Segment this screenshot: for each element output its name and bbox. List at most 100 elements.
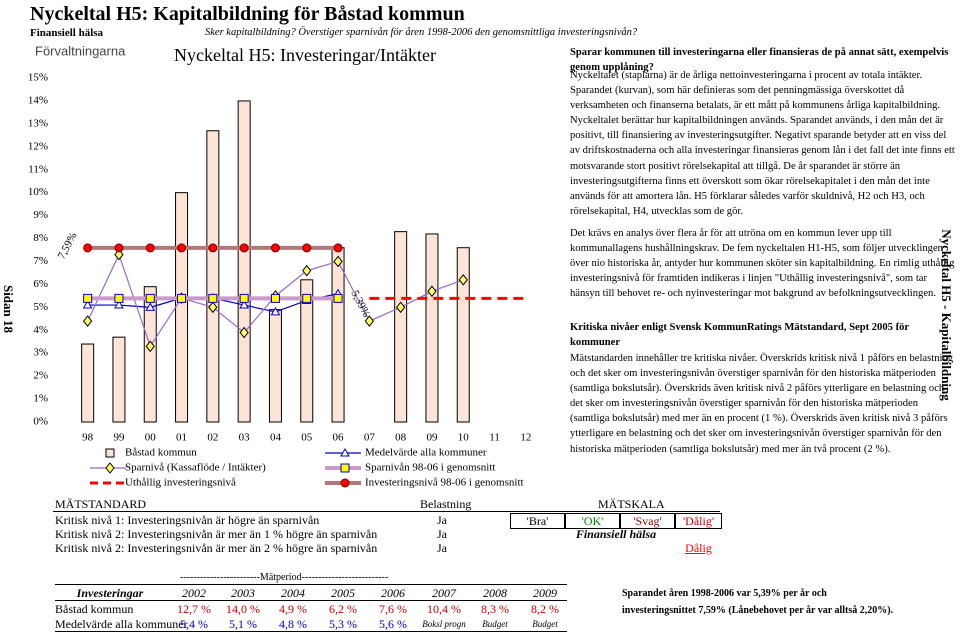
rule (55, 631, 567, 632)
marker (458, 274, 468, 286)
marker (333, 255, 343, 268)
marker (302, 293, 312, 303)
marker (114, 293, 124, 303)
cell: 5,4 % (180, 617, 208, 631)
cell: Båstad kommun (55, 602, 134, 616)
scale-cell: 'Dålig' (675, 513, 722, 529)
column-header: 2007 (432, 586, 456, 600)
y-tick-label: 5% (33, 301, 48, 313)
y-tick-label: 4% (33, 324, 48, 336)
y-tick-label: 10% (28, 186, 48, 198)
y-tick-label: 7% (33, 255, 48, 267)
load: Ja (437, 527, 447, 541)
x-tick-label: 07 (364, 432, 376, 444)
column-header: Investeringar (76, 586, 144, 600)
marker (302, 243, 312, 253)
marker (208, 243, 218, 253)
bar (394, 231, 408, 423)
x-tick-label: 10 (458, 432, 470, 444)
x-tick-label: 04 (270, 432, 282, 444)
x-tick-label: 08 (395, 432, 407, 444)
cell: Medelvärde alla kommuner (55, 617, 188, 631)
marker (364, 315, 374, 327)
marker (114, 248, 124, 261)
scale-cell: 'OK' (565, 513, 620, 529)
table-header: MÄTSTANDARD (55, 497, 147, 511)
y-tick-label: 1% (33, 393, 48, 405)
marker (83, 243, 93, 253)
x-tick-label: 99 (113, 432, 125, 444)
x-tick-label: 09 (426, 432, 438, 444)
marker (114, 300, 124, 309)
bar (456, 247, 470, 423)
scale-cell: 'Svag' (620, 513, 675, 529)
x-tick-label: 00 (145, 432, 157, 444)
y-tick-label: 12% (28, 140, 48, 152)
table-header: MÄTSKALA (598, 497, 665, 511)
marker (239, 293, 249, 303)
cell: 5,3 % (329, 617, 357, 631)
marker (333, 293, 343, 303)
cell: Budget (482, 619, 508, 629)
marker (340, 447, 350, 457)
page-number: Sidan 18 (1, 284, 17, 334)
y-tick-label: 3% (33, 347, 48, 359)
legend-label: Investeringsnivå 98-06 i genomsnitt (365, 477, 524, 489)
cell: 12,7 % (177, 602, 211, 616)
note: investeringsnittet 7,59% (Lånebehovet pe… (622, 605, 894, 616)
legend-label: Medelvärde alla kommuner (365, 447, 487, 459)
bar (143, 286, 157, 423)
marker (333, 243, 343, 253)
marker (208, 293, 218, 303)
column-header: 2003 (231, 586, 255, 600)
cell: Boksl progn (422, 619, 466, 629)
bar (331, 247, 345, 423)
marker (396, 301, 406, 314)
marker (270, 243, 280, 253)
marker (177, 243, 187, 253)
x-tick-label: 12 (520, 432, 531, 444)
marker (83, 315, 93, 327)
marker (177, 293, 187, 303)
rule (55, 584, 567, 585)
cell: 8,3 % (481, 602, 509, 616)
marker (145, 302, 156, 311)
legend-swatch (105, 448, 115, 458)
x-tick-label: 03 (239, 432, 251, 444)
column-header: 2008 (483, 586, 507, 600)
y-tick-label: 14% (28, 94, 48, 106)
paragraph: Det krävs en analys över flera år för at… (570, 228, 955, 300)
marker (145, 340, 155, 353)
rule (55, 600, 567, 601)
result: Dålig (685, 541, 712, 555)
y-tick-label: 15% (28, 72, 48, 84)
cell: 4,9 % (279, 602, 307, 616)
y-tick-label: 13% (28, 117, 48, 129)
y-tick-label: 6% (33, 278, 48, 290)
chart-subtitle: Förvaltningarna (35, 43, 126, 58)
marker (239, 326, 249, 339)
chart: Förvaltningarna Nyckeltal H5: Investerin… (28, 43, 532, 489)
paragraph: Mätstandarden innehåller tre kritiska ni… (570, 353, 954, 455)
marker (270, 293, 280, 303)
marker (105, 462, 115, 474)
legend-label: Sparnivån 98-06 i genomsnitt (365, 462, 495, 474)
criterion: Kritisk nivå 2: Investeringsnivån är mer… (55, 527, 378, 541)
load: Ja (437, 541, 447, 555)
marker (427, 285, 437, 298)
bar (112, 336, 126, 423)
bar (81, 343, 95, 423)
paragraph: Nyckeltalet (staplarna) är de årliga net… (570, 70, 955, 217)
marker (145, 293, 155, 303)
marker (145, 243, 155, 253)
y-tick-label: 2% (33, 370, 48, 382)
y-tick-label: 9% (33, 209, 48, 221)
x-tick-label: 05 (301, 432, 313, 444)
criterion: Kritisk nivå 1: Investeringsnivån är hög… (55, 513, 320, 527)
paragraph: Kritiska nivåer enligt Svensk KommunRati… (570, 322, 909, 349)
x-tick-label: 11 (489, 432, 500, 444)
x-tick-label: 98 (82, 432, 94, 444)
cell: 10,4 % (427, 602, 461, 616)
marker (340, 478, 350, 488)
